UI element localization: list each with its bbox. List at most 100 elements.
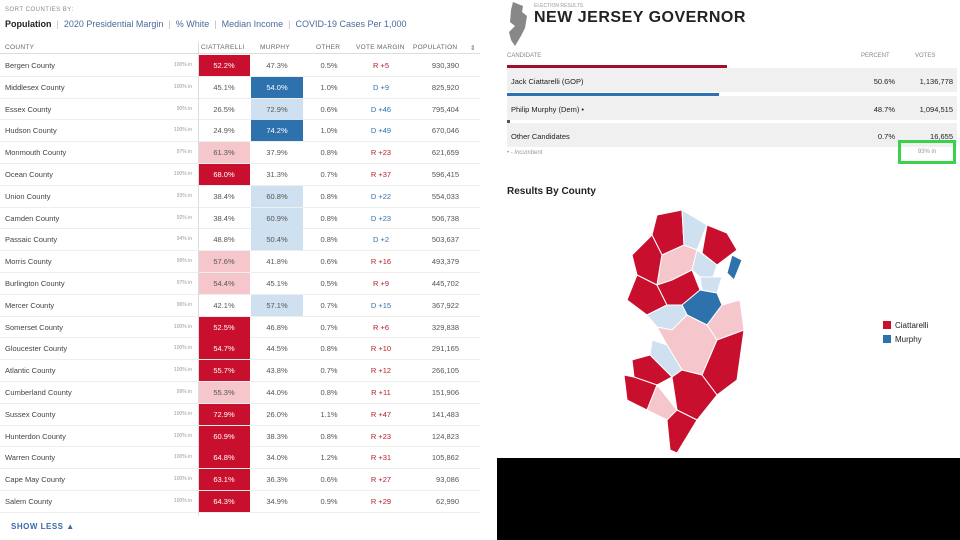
table-row: Burlington County 97% in 54.4% 45.1% 0.5% R +… (0, 273, 480, 295)
candidate-votes: 1,094,515 (919, 104, 953, 114)
other-pct: 0.5% (320, 279, 338, 288)
ciattarelli-pct: 72.9% (198, 403, 250, 425)
table-row: Atlantic County 100% in 55.7% 43.8% 0.7% R +1… (0, 360, 480, 382)
vote-margin: R +12 (370, 366, 392, 376)
other-pct: 0.7% (320, 300, 338, 310)
vote-margin: D +15 (370, 300, 392, 310)
ciattarelli-pct: 55.3% (198, 382, 250, 403)
vote-share-bar (507, 120, 511, 123)
sort-options: Population | 2020 Presidential Margin |% Wh… (5, 19, 407, 29)
population: 670,046 (431, 126, 459, 136)
county-gloucester (631, 354, 673, 386)
percent-in: 100% in (173, 454, 192, 461)
ciattarelli-pct: 42.1% (213, 300, 235, 310)
county-name: Camden County (5, 213, 60, 223)
table-row: Sussex County 100% in 72.9% 26.0% 1.1% R +47 1… (0, 403, 480, 426)
ciattarelli-pct: 54.7% (198, 338, 250, 360)
percent-in: 100% in (173, 83, 192, 90)
show-less-button[interactable]: SHOW LESS ▲ (11, 522, 75, 531)
murphy-pct: 74.2% (251, 120, 303, 142)
table-row: Ocean County 100% in 68.0% 31.3% 0.7% R +37 59… (0, 164, 480, 186)
legend-label: Ciattarelli (895, 321, 929, 330)
divider (198, 42, 199, 516)
sort-white[interactable]: % White (175, 19, 210, 29)
vote-share-bar (507, 65, 727, 68)
sort-covid[interactable]: COVID-19 Cases Per 1,000 (295, 19, 407, 29)
table-row: Hudson County 100% in 24.9% 74.2% 1.0% D +49 6… (0, 120, 480, 143)
county-map (623, 209, 745, 454)
county-name: Sussex County (5, 409, 56, 419)
legend-swatch (883, 321, 891, 329)
county-name: Hunterdon County (5, 431, 66, 441)
header-vote-margin[interactable]: VOTE MARGIN (356, 44, 405, 51)
sort-presidential-margin[interactable]: 2020 Presidential Margin (63, 19, 164, 29)
percent-in: 100% in (173, 127, 192, 134)
percent-in: 90% in (176, 105, 192, 112)
candidate-votes: 16,655 (930, 132, 953, 141)
population: 124,823 (431, 431, 459, 441)
header-other[interactable]: OTHER (316, 44, 341, 51)
population: 105,862 (431, 453, 459, 463)
sort-arrows-icon[interactable]: ⇕ (470, 45, 476, 52)
vote-margin: R +16 (370, 257, 392, 267)
murphy-pct: 50.4% (251, 229, 303, 251)
percent-in: 100% in (173, 476, 192, 483)
county-name: Union County (5, 191, 51, 201)
population: 445,702 (431, 279, 459, 288)
other-pct: 0.8% (320, 388, 338, 397)
sort-median-income[interactable]: Median Income (221, 19, 284, 29)
other-pct: 0.8% (320, 191, 338, 201)
legend-swatch (883, 335, 891, 343)
table-row: Camden County 92% in 38.4% 60.9% 0.8% D +23 50… (0, 207, 480, 230)
candidate-votes: 1,136,778 (919, 77, 953, 86)
table-row: Somerset County 100% in 52.5% 46.8% 0.7% R +6… (0, 316, 480, 339)
county-name: Mercer County (5, 300, 55, 310)
candidate-name: Philip Murphy (Dem) • (511, 104, 585, 114)
vote-margin: R +37 (370, 170, 392, 179)
header-candidate: CANDIDATE (507, 53, 542, 59)
table-row: Salem County 100% in 64.3% 34.9% 0.9% R +29 62… (0, 491, 480, 513)
murphy-pct: 46.8% (266, 322, 288, 332)
percent-in: 96% in (176, 301, 192, 308)
candidate-name: Other Candidates (511, 132, 570, 141)
vote-share-bar (507, 92, 719, 96)
other-pct: 0.8% (320, 213, 338, 223)
vote-margin: R +29 (370, 497, 392, 506)
population: 291,165 (431, 344, 459, 354)
murphy-pct: 44.0% (266, 388, 288, 397)
table-row: Union County 93% in 38.4% 60.8% 0.8% D +22 554… (0, 185, 480, 208)
candidate-row: Jack Ciattarelli (GOP) 50.6% 1,136,778 (507, 68, 957, 92)
vote-margin: D +9 (372, 82, 390, 92)
ciattarelli-pct: 26.5% (213, 104, 235, 114)
other-pct: 0.8% (320, 235, 338, 245)
other-pct: 0.7% (320, 170, 338, 179)
population: 930,390 (431, 61, 459, 70)
other-pct: 0.9% (320, 497, 338, 506)
county-name: Gloucester County (5, 344, 68, 354)
county-name: Bergen County (5, 61, 56, 70)
header-murphy[interactable]: MURPHY (260, 44, 290, 51)
ciattarelli-pct: 64.3% (198, 491, 250, 512)
page-title: NEW JERSEY GOVERNOR (534, 9, 746, 26)
table-row: Cape May County 100% in 63.1% 36.3% 0.6% R +2… (0, 469, 480, 491)
vote-margin: D +23 (370, 213, 392, 223)
sort-population[interactable]: Population (5, 19, 52, 29)
table-row: Essex County 90% in 26.5% 72.9% 0.6% D +46 795… (0, 98, 480, 121)
header-population[interactable]: POPULATION (413, 44, 458, 51)
vote-margin: R +23 (370, 431, 392, 441)
candidate-row: Other Candidates 0.7% 16,655 (507, 123, 957, 147)
candidate-name: Jack Ciattarelli (GOP) (511, 77, 584, 86)
percent-in: 99% in (176, 389, 192, 395)
population: 93,086 (436, 475, 459, 485)
header-county[interactable]: COUNTY (5, 44, 35, 51)
ciattarelli-pct: 48.8% (213, 235, 235, 245)
table-row: Bergen County 100% in 52.2% 47.3% 0.5% R +5 93… (0, 55, 480, 77)
ciattarelli-pct: 24.9% (213, 126, 235, 136)
county-name: Somerset County (5, 322, 63, 332)
percent-in: 100% in (173, 345, 192, 352)
county-name: Cape May County (5, 475, 66, 485)
legend-ciattarelli: Ciattarelli (883, 321, 928, 330)
header-ciattarelli[interactable]: CIATTARELLI (201, 44, 245, 51)
percent-in: 100% in (173, 432, 192, 439)
ciattarelli-pct: 45.1% (213, 82, 235, 92)
